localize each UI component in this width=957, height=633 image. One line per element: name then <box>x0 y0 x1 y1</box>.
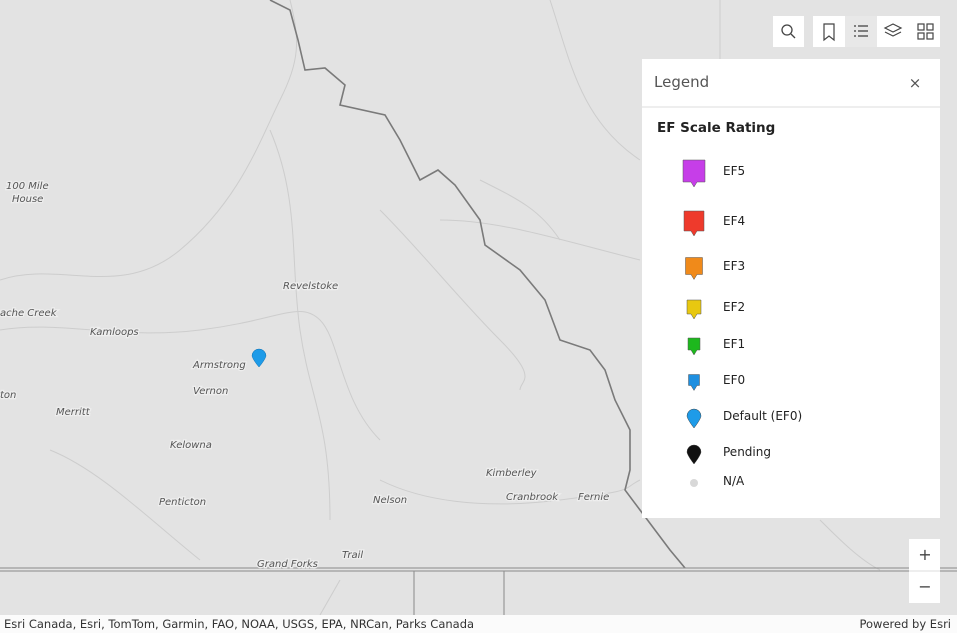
close-button[interactable]: × <box>909 74 922 92</box>
legend-symbol <box>682 159 706 188</box>
legend-symbol <box>685 257 703 280</box>
legend-label: EF1 <box>723 337 745 351</box>
basemap-button[interactable] <box>917 23 934 40</box>
place-label: 100 Mile <box>6 181 49 192</box>
powered-by[interactable]: Powered by Esri <box>860 617 952 631</box>
place-label: Kamloops <box>90 327 139 338</box>
legend-label: EF5 <box>723 164 745 178</box>
place-label: Nelson <box>373 495 407 506</box>
legend-label: Default (EF0) <box>723 409 802 423</box>
search-icon <box>790 33 796 39</box>
place-label: Trail <box>342 550 363 561</box>
legend-symbol <box>688 374 700 391</box>
legend-icon <box>854 25 868 37</box>
place-labels: 100 Mile House ache Creek Kamloops Revelstok… <box>0 180 611 572</box>
search-button[interactable] <box>773 16 804 47</box>
attribution-bar <box>0 615 957 633</box>
roads <box>0 0 881 616</box>
zoom-in[interactable]: + <box>918 545 931 564</box>
place-label: Cranbrook <box>506 492 559 503</box>
attribution: Esri Canada, Esri, TomTom, Garmin, FAO, … <box>4 617 474 631</box>
legend-symbol <box>686 299 702 320</box>
bookmarks-button[interactable] <box>823 23 835 42</box>
legend-label: EF0 <box>723 373 745 387</box>
legend-symbol <box>690 479 698 487</box>
legend-symbol <box>683 210 705 237</box>
place-label: Kimberley <box>486 468 538 479</box>
legend-label: EF3 <box>723 259 745 273</box>
place-label: Vernon <box>193 386 228 397</box>
place-label: ton <box>0 390 16 401</box>
search-icon <box>781 24 793 36</box>
legend-items: EF5 EF4 EF3 EF2 EF1 EF0 Default (EF0) Pending N/… <box>682 159 802 488</box>
place-label: Kelowna <box>170 440 212 451</box>
legend-symbol <box>686 444 702 465</box>
layers-button[interactable] <box>883 23 903 37</box>
place-label: House <box>12 194 43 205</box>
legend-label: EF4 <box>723 214 745 228</box>
legend-section: EF Scale Rating <box>657 120 775 136</box>
legend-symbol <box>686 408 702 429</box>
place-label: Fernie <box>578 492 609 503</box>
legend-label: N/A <box>723 474 745 488</box>
legend-symbol <box>687 337 701 356</box>
place-label: Penticton <box>159 497 206 508</box>
legend-label: Pending <box>723 445 771 459</box>
place-label: Merritt <box>56 407 91 418</box>
legend-title: Legend <box>654 73 709 91</box>
legend-panel <box>642 59 940 518</box>
place-label: Grand Forks <box>257 559 318 570</box>
legend-label: EF2 <box>723 300 745 314</box>
place-label: ache Creek <box>0 308 58 319</box>
place-label: Armstrong <box>192 360 246 371</box>
tornado-marker[interactable] <box>251 348 267 368</box>
zoom-out[interactable]: − <box>918 577 931 596</box>
border <box>269 0 686 569</box>
place-label: Revelstoke <box>283 281 338 292</box>
